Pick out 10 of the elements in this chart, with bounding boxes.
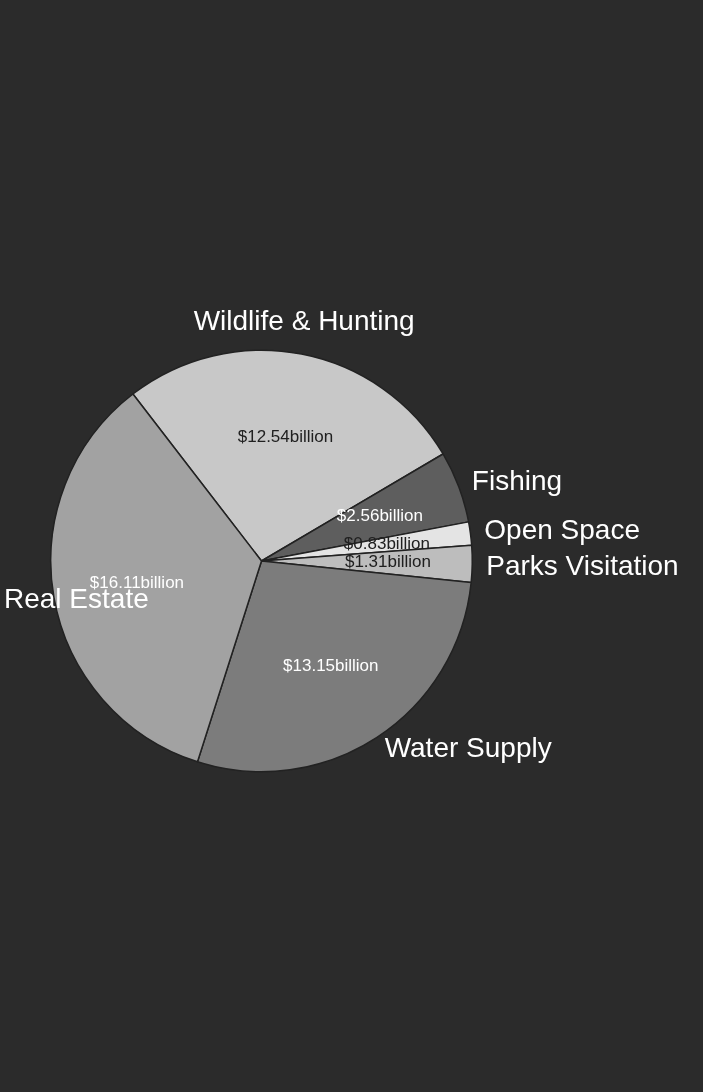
- data-label: $0.83billion: [343, 534, 430, 554]
- data-label: $2.56billion: [336, 506, 423, 526]
- slice-label: Wildlife & Hunting: [193, 305, 415, 337]
- data-label: $13.15billion: [283, 656, 379, 676]
- slice-label: Fishing: [471, 464, 563, 496]
- slice-label: Water Supply: [384, 731, 552, 763]
- slice-label: Open Space: [484, 514, 641, 546]
- data-label: $1.31billion: [344, 552, 431, 572]
- slice-label: Parks Visitation: [486, 550, 679, 582]
- data-label: $12.54billion: [237, 426, 334, 446]
